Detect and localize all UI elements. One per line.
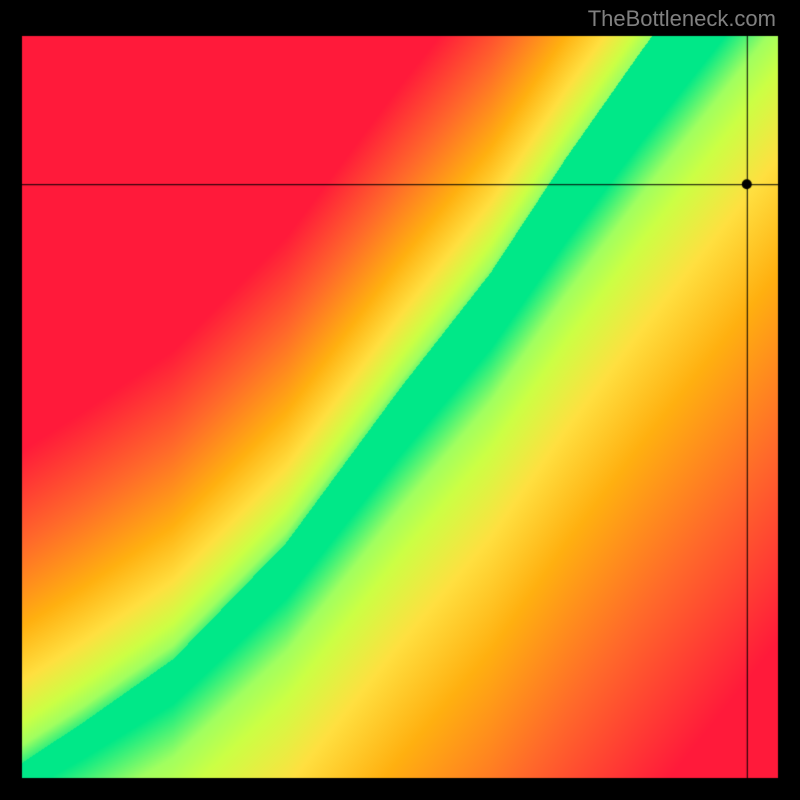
chart-container: TheBottleneck.com: [0, 0, 800, 800]
watermark-text: TheBottleneck.com: [588, 6, 776, 32]
bottleneck-heatmap: [0, 0, 800, 800]
